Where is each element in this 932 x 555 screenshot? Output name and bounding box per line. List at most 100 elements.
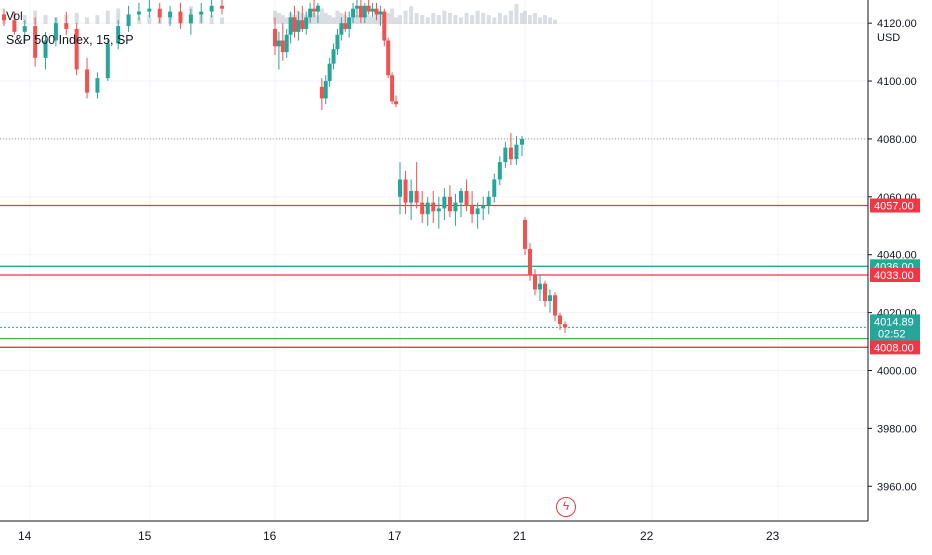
candle-body [157, 8, 162, 18]
candle-body [447, 196, 452, 212]
candle-body [520, 138, 524, 145]
price-level-label-bg[interactable] [870, 267, 920, 282]
candle-body [409, 191, 414, 203]
volume-bar [220, 17, 224, 24]
candle-body [538, 283, 542, 290]
candle-body [136, 11, 141, 15]
bar-countdown-label: 02:52 [878, 328, 906, 340]
candle-body [64, 23, 69, 29]
volume-bar [273, 10, 277, 24]
volume-bar [22, 15, 27, 24]
symbol-title[interactable]: S&P 500 Index, 15, SP [6, 33, 134, 47]
candle-body [327, 63, 332, 82]
volume-legend: Vol [6, 9, 23, 23]
volume-bar [403, 10, 408, 24]
volume-bar [136, 17, 141, 24]
volume-bar [147, 15, 152, 24]
candle-body [558, 315, 562, 325]
candle-body [319, 86, 324, 99]
candle-body [12, 20, 17, 32]
volume-bar [33, 10, 38, 24]
volume-bar [464, 12, 469, 24]
candle-body [85, 69, 90, 93]
lightning-event-icon[interactable]: ϟ [556, 497, 576, 517]
candle-body [188, 14, 193, 24]
x-tick-label: 16 [263, 529, 277, 543]
candle-body [74, 28, 79, 70]
candle-body [126, 14, 131, 27]
candle-body [374, 8, 379, 15]
candle-body [382, 11, 387, 41]
candle-body [514, 144, 519, 160]
volume-bar [528, 15, 532, 24]
volume-bar [447, 12, 452, 24]
candle-body [116, 26, 121, 44]
volume-bar [280, 15, 285, 24]
volume-bar [398, 15, 402, 24]
candle-body [354, 5, 359, 9]
last-price-label: 4014.89 [874, 316, 914, 328]
candle-body [533, 274, 537, 290]
candle-body [343, 23, 348, 29]
x-tick-label: 23 [766, 529, 780, 543]
volume-bar [366, 15, 371, 24]
volume-bar [409, 6, 414, 25]
candle-body [403, 179, 408, 203]
volume-bar [335, 10, 340, 24]
candle-body [53, 23, 58, 41]
candle-body [199, 11, 204, 15]
volume-bar [436, 15, 441, 24]
candle-body [370, 8, 375, 12]
candle-body [481, 205, 486, 209]
x-tick-label: 14 [18, 529, 32, 543]
volume-bar [420, 15, 425, 24]
volume-bar [394, 17, 398, 24]
candle-body [453, 202, 458, 212]
candle-body [105, 43, 110, 79]
volume-bar [543, 15, 547, 24]
volume-bar [497, 12, 502, 24]
candle-body [33, 26, 38, 58]
candle-body [362, 5, 367, 18]
candle-body [492, 179, 497, 197]
price-level-label-bg[interactable] [870, 340, 920, 355]
volume-bar [492, 17, 497, 24]
volume-bar [390, 8, 395, 24]
volume-bar [523, 10, 527, 24]
volume-bar [553, 19, 557, 24]
candle-body [425, 202, 430, 215]
time-axis[interactable] [0, 521, 932, 550]
candle-body [398, 179, 402, 197]
volume-bar [331, 17, 336, 24]
candle-body [475, 208, 480, 215]
candle-body [442, 196, 447, 209]
volume-bar [116, 8, 121, 24]
candle-body [147, 8, 152, 12]
candle-body [528, 248, 532, 275]
last-price-label-bg[interactable] [870, 314, 920, 341]
candle-body [486, 196, 491, 206]
y-tick-label: 3960.00 [877, 481, 917, 493]
candle-body [331, 49, 336, 64]
candle-body [22, 26, 27, 32]
volume-bar [514, 4, 519, 24]
candle-body [220, 5, 224, 9]
candle-body [323, 81, 328, 99]
volume-bar [431, 12, 436, 24]
volume-bar [538, 17, 542, 24]
volume-bar [327, 15, 332, 24]
volume-bar [508, 10, 513, 24]
volume-bar [414, 12, 419, 24]
volume-bar [486, 15, 491, 24]
volume-bar [43, 15, 48, 24]
y-tick-label: 4120.00 [877, 18, 917, 30]
candle-body [420, 202, 425, 215]
candle-body [288, 17, 293, 35]
price-level-label-bg[interactable] [870, 198, 920, 213]
candle-body [470, 205, 475, 215]
candle-body [378, 11, 383, 15]
x-tick-label: 17 [388, 529, 402, 543]
volume-bar [95, 15, 100, 24]
